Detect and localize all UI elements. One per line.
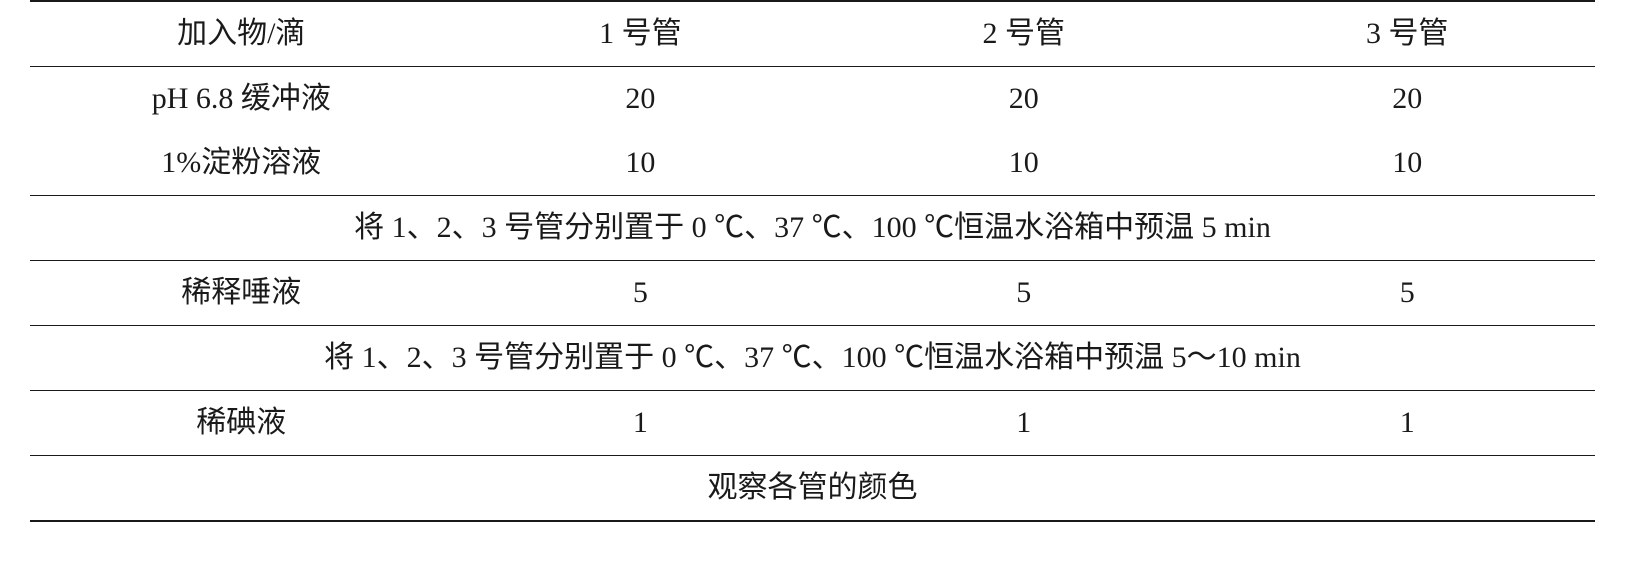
cell-value: 10 [1219, 131, 1595, 196]
cell-label: 稀碘液 [30, 391, 453, 456]
table-instruction-row: 将 1、2、3 号管分别置于 0 ℃、37 ℃、100 ℃恒温水浴箱中预温 5 … [30, 196, 1595, 261]
table-row: 稀释唾液 5 5 5 [30, 261, 1595, 326]
instruction-text: 将 1、2、3 号管分别置于 0 ℃、37 ℃、100 ℃恒温水浴箱中预温 5 … [30, 196, 1595, 261]
table-row: pH 6.8 缓冲液 20 20 20 [30, 67, 1595, 132]
table-header-row: 加入物/滴 1 号管 2 号管 3 号管 [30, 1, 1595, 67]
cell-value: 5 [1219, 261, 1595, 326]
cell-value: 20 [453, 67, 829, 132]
cell-value: 1 [453, 391, 829, 456]
table-row: 稀碘液 1 1 1 [30, 391, 1595, 456]
page: 加入物/滴 1 号管 2 号管 3 号管 pH 6.8 缓冲液 20 20 20… [0, 0, 1625, 581]
cell-value: 1 [828, 391, 1219, 456]
col-header-additive: 加入物/滴 [30, 1, 453, 67]
instruction-text: 观察各管的颜色 [30, 456, 1595, 522]
col-header-tube2: 2 号管 [828, 1, 1219, 67]
cell-label: 稀释唾液 [30, 261, 453, 326]
table-instruction-row: 将 1、2、3 号管分别置于 0 ℃、37 ℃、100 ℃恒温水浴箱中预温 5～… [30, 326, 1595, 391]
cell-value: 10 [828, 131, 1219, 196]
cell-value: 20 [828, 67, 1219, 132]
table-row: 1%淀粉溶液 10 10 10 [30, 131, 1595, 196]
cell-value: 1 [1219, 391, 1595, 456]
cell-value: 5 [453, 261, 829, 326]
col-header-tube1: 1 号管 [453, 1, 829, 67]
instruction-text: 将 1、2、3 号管分别置于 0 ℃、37 ℃、100 ℃恒温水浴箱中预温 5～… [30, 326, 1595, 391]
cell-value: 5 [828, 261, 1219, 326]
cell-value: 20 [1219, 67, 1595, 132]
cell-label: pH 6.8 缓冲液 [30, 67, 453, 132]
col-header-tube3: 3 号管 [1219, 1, 1595, 67]
cell-label: 1%淀粉溶液 [30, 131, 453, 196]
table-instruction-row: 观察各管的颜色 [30, 456, 1595, 522]
experiment-table: 加入物/滴 1 号管 2 号管 3 号管 pH 6.8 缓冲液 20 20 20… [30, 0, 1595, 522]
cell-value: 10 [453, 131, 829, 196]
